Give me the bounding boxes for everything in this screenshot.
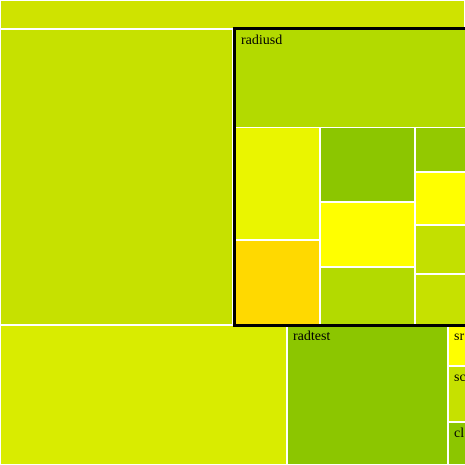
treemap-cell-label: sc: [454, 370, 465, 385]
treemap-cell-r-yellow-r[interactable]: [415, 172, 465, 225]
treemap-cell-br-3[interactable]: cl: [448, 422, 465, 465]
treemap-cell-radiusd[interactable]: radiusd: [233, 27, 465, 327]
treemap-cell-big-left[interactable]: [0, 29, 233, 325]
treemap-cell-r-green-3[interactable]: [415, 127, 465, 172]
treemap-cell-radtest[interactable]: radtest: [287, 325, 448, 465]
radiusd-header-fill: [235, 29, 465, 127]
treemap-cell-r-green-5[interactable]: [415, 274, 465, 325]
treemap-cell-top-strip[interactable]: [0, 0, 465, 29]
treemap-cell-label: radiusd: [241, 33, 283, 48]
treemap-cell-r-green-1[interactable]: [320, 127, 415, 202]
treemap-cell-r-yellow-c[interactable]: [320, 202, 415, 267]
treemap-cell-label: sr: [454, 329, 465, 344]
treemap-cell-br-1[interactable]: sr: [448, 325, 465, 366]
treemap-cell-label: radtest: [293, 329, 331, 344]
treemap-cell-br-2[interactable]: sc: [448, 366, 465, 422]
treemap-cell-label: cl: [454, 426, 465, 441]
treemap-cell-r-yellow-l[interactable]: [235, 127, 320, 240]
treemap-cell-r-green-4[interactable]: [415, 225, 465, 274]
treemap-cell-bottom-left[interactable]: [0, 325, 287, 465]
